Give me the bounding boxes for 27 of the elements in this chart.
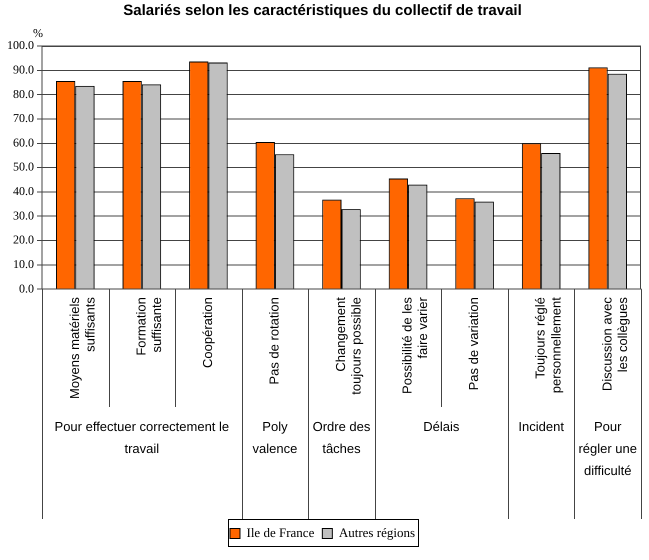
y-tick-label: 80.0	[13, 86, 34, 101]
y-tick-label: 90.0	[13, 62, 34, 76]
y-tick-label: 60.0	[13, 135, 34, 150]
y-tick-label: 0.0	[19, 281, 34, 296]
legend-label: Autres régions	[338, 524, 416, 540]
text: Pour régler une difficulté	[578, 419, 637, 478]
y-tick-label: 30.0	[13, 208, 34, 222]
y-tick-label: 40.0	[13, 184, 34, 198]
y-tick-label: 100.0	[7, 38, 34, 52]
text: Ordre des tâches	[312, 419, 371, 456]
y-tick-label: 10.0	[13, 256, 34, 271]
chart-title: Salariés selon les caractéristiques du collectif de travail	[123, 2, 522, 20]
y-tick-label: 20.0	[13, 232, 34, 247]
x-tick-label: Moyens matériels suffisants	[66, 296, 98, 400]
text: Pour effectuer correctement le travail	[54, 419, 230, 456]
x-tick-label: Coopération	[200, 297, 215, 368]
x-tick-label: Changement toujours possible	[333, 296, 364, 395]
x-tick-label: Pas de variation	[466, 297, 482, 390]
legend-label: Ile de France	[246, 524, 315, 540]
text: Poly valence	[252, 419, 298, 456]
x-tick-label: Pas de rotation	[266, 297, 282, 385]
x-tick-label: Toujours réglé personnellement	[532, 296, 564, 394]
text: Délais	[423, 419, 460, 434]
y-tick-label: 70.0	[13, 111, 34, 126]
text: Incident	[518, 419, 564, 434]
y-tick-label: 50.0	[13, 160, 34, 174]
y-axis-title: %	[33, 26, 43, 40]
